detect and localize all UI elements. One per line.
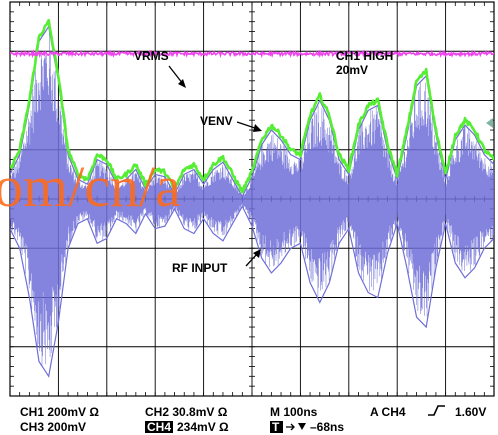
vrms-arrowhead-icon (178, 79, 186, 88)
vrms-arrow (168, 65, 184, 85)
annotation-venv: VENV (200, 114, 262, 132)
venv-series-line (10, 18, 494, 194)
rf-input-series-line (10, 31, 494, 366)
ch4-tag-bg (145, 421, 173, 433)
trigger-position: –68ns (310, 420, 344, 434)
vrms-trace (10, 48, 494, 59)
ch4-setting: 234mV Ω (177, 420, 229, 434)
rf-input-lower-envelope (10, 205, 494, 378)
trigger-source: A CH4 (370, 405, 406, 419)
vrms-series-line (10, 48, 494, 59)
ch4-tag: CH4 (147, 420, 171, 434)
venv-arrowhead-icon (253, 124, 262, 132)
ch1-high-value: 20mV (336, 63, 368, 77)
ch1-setting: CH1 200mV Ω (20, 405, 99, 419)
status-bar: CH1 200mV Ω CH2 30.8mV Ω M 100ns A CH4 1… (20, 405, 486, 434)
arrow-right-icon (286, 423, 295, 431)
trigger-point-icon (298, 423, 306, 430)
trigger-level-marker-icon (486, 118, 493, 128)
trigger-tag: T (272, 420, 280, 434)
venv-arrow (236, 121, 256, 129)
annotation-vrms: VRMS (134, 49, 186, 88)
ch3-setting: CH3 200mV (20, 420, 86, 434)
trigger-tag-bg (270, 421, 283, 433)
ch1-high-label: CH1 HIGH (336, 49, 393, 63)
rf-input-arrow (245, 253, 258, 267)
rf-input-arrowhead-icon (253, 249, 261, 258)
venv-label: VENV (200, 114, 233, 128)
timebase-setting: M 100ns (270, 405, 318, 419)
trigger-level: 1.60V (455, 405, 486, 419)
venv-trace (10, 18, 494, 194)
annotation-rf-input: RF INPUT (172, 249, 261, 275)
rf-input-label: RF INPUT (172, 261, 228, 275)
ch2-setting: CH2 30.8mV Ω (145, 405, 228, 419)
rising-edge-icon (428, 405, 445, 416)
vrms-label: VRMS (134, 49, 169, 63)
watermark-text: om/cn/a (0, 154, 181, 219)
